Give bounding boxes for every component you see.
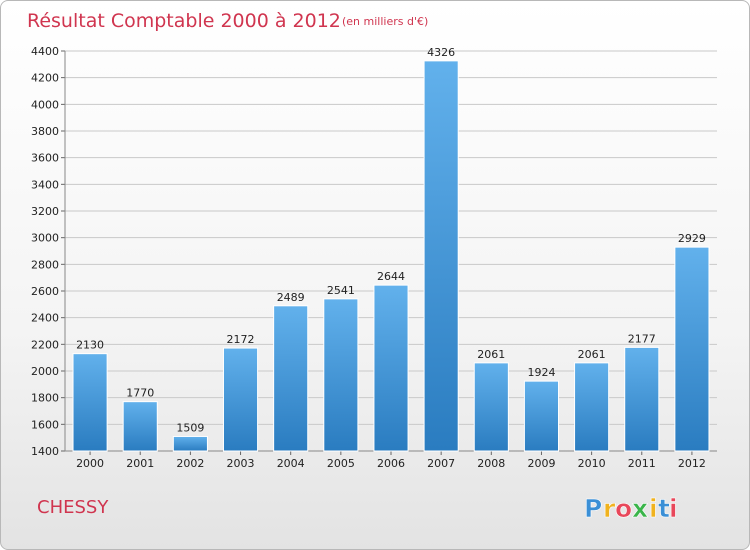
y-tick-label: 3800 (31, 125, 59, 138)
x-tick-label: 2004 (277, 457, 305, 470)
y-tick-label: 4400 (31, 45, 59, 58)
y-tick-label: 1600 (31, 418, 59, 431)
x-tick-label: 2008 (477, 457, 505, 470)
bar-2000 (72, 353, 108, 452)
bar-2006 (373, 284, 409, 452)
bar-2003 (222, 347, 259, 452)
bar-layer: 2130 1770 1509 2172 2489 2541 2644 4326 2061 1924… (72, 46, 710, 452)
y-tick-label: 3000 (31, 232, 59, 245)
bar-2004 (273, 305, 309, 452)
location-name: CHESSY (37, 497, 109, 518)
y-tick-label: 2200 (31, 338, 59, 351)
value-label: 2489 (277, 291, 305, 304)
bar-2007 (423, 60, 459, 452)
bar-2012 (674, 246, 710, 452)
brand-letter: t (658, 494, 670, 523)
y-tick-label: 4000 (31, 98, 59, 111)
value-label: 4326 (427, 46, 455, 59)
value-label: 1509 (176, 421, 204, 434)
y-tick-label: 3400 (31, 178, 59, 191)
bar-2010 (574, 362, 610, 452)
value-label: 2541 (327, 284, 355, 297)
x-tick-label: 2005 (327, 457, 355, 470)
x-tick-label: 2010 (578, 457, 606, 470)
value-label: 2177 (628, 332, 656, 345)
brand-letter: i (649, 494, 658, 523)
x-tick-label: 2002 (176, 457, 204, 470)
bar-2008 (473, 362, 509, 452)
x-tick-label: 2011 (628, 457, 656, 470)
bar-2009 (523, 380, 560, 452)
value-label: 2061 (477, 348, 505, 361)
y-tick-label: 3200 (31, 205, 59, 218)
brand-letter: i (669, 494, 678, 523)
y-tick-label: 1400 (31, 445, 59, 458)
y-tick-label: 2400 (31, 312, 59, 325)
brand-letter: P (584, 494, 602, 523)
x-tick-label: 2001 (126, 457, 154, 470)
x-tick-label: 2012 (678, 457, 706, 470)
y-tick-label: 2000 (31, 365, 59, 378)
value-label: 2130 (76, 339, 104, 352)
value-label: 2061 (578, 348, 606, 361)
bar-2011 (624, 346, 660, 452)
value-label: 1770 (126, 387, 154, 400)
chart-subtitle: (en milliers d'€) (342, 15, 428, 28)
x-tick-label: 2007 (427, 457, 455, 470)
y-tick-label: 2600 (31, 285, 59, 298)
value-label: 2172 (227, 333, 255, 346)
y-tick-label: 1800 (31, 392, 59, 405)
x-tick-label: 2006 (377, 457, 405, 470)
value-label: 2644 (377, 270, 405, 283)
brand-letter: x (632, 494, 648, 523)
y-tick-label: 2800 (31, 258, 59, 271)
value-label: 2929 (678, 232, 706, 245)
y-tick-label: 3600 (31, 152, 59, 165)
y-tick-label: 4200 (31, 72, 59, 85)
brand-letter: r (603, 494, 616, 523)
x-tick-label: 2000 (76, 457, 104, 470)
chart-title: Résultat Comptable 2000 à 2012 (27, 10, 341, 32)
bar-2001 (122, 401, 158, 452)
bar-2002 (172, 435, 208, 452)
brand-letter: o (615, 494, 632, 523)
x-tick-label: 2003 (227, 457, 255, 470)
value-label: 1924 (527, 366, 555, 379)
bar-2005 (323, 298, 359, 452)
x-tick-label: 2009 (527, 457, 555, 470)
